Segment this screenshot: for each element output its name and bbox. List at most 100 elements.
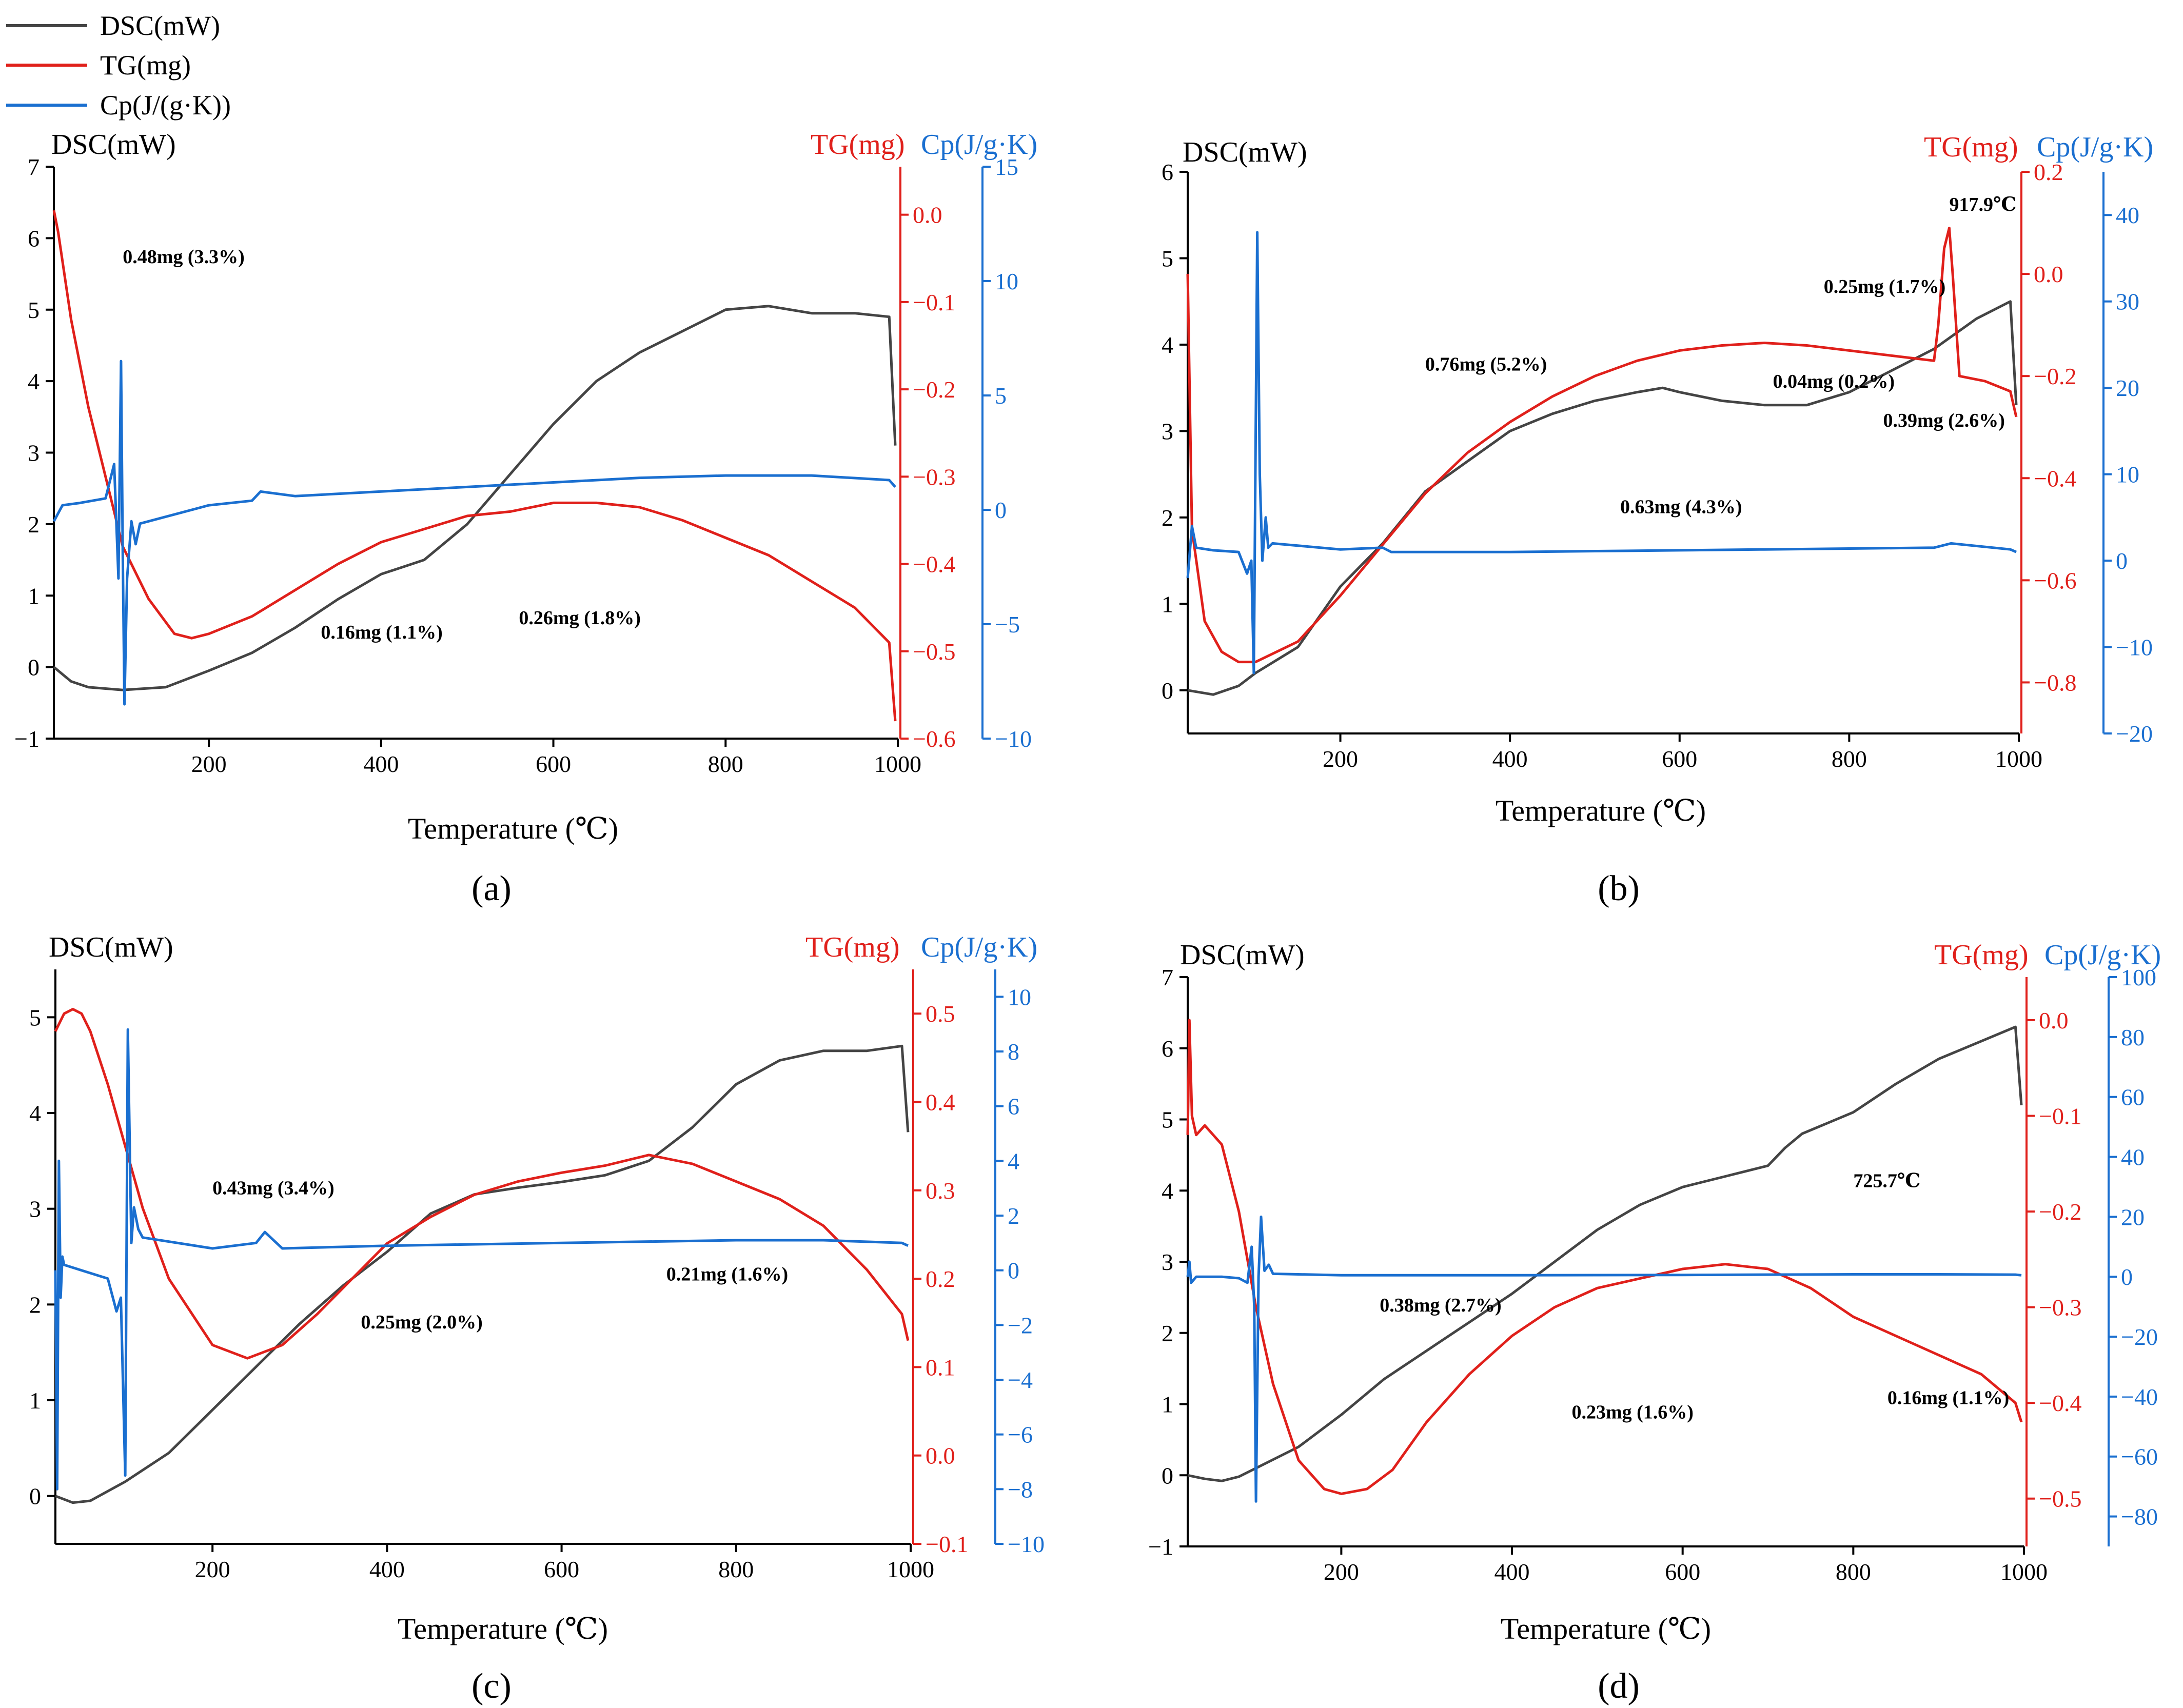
panel-d-ytick-label: 5 <box>1162 1107 1173 1133</box>
panel-c-tg-tick-label: 0.3 <box>926 1178 955 1204</box>
panel-d-annotation: 0.23mg (1.6%) <box>1571 1401 1693 1423</box>
panel-d-ytick-label: 1 <box>1162 1392 1173 1418</box>
panel-c-cp-tick-label: −6 <box>1008 1422 1033 1448</box>
panel-a-annotation: 0.16mg (1.1%) <box>321 622 442 643</box>
panel-d-annotation: 0.16mg (1.1%) <box>1887 1387 2009 1409</box>
panel-c-xtick-label: 400 <box>369 1556 405 1582</box>
panel-b-cp-tick-label: 30 <box>2116 289 2139 315</box>
panel-a-xtick-label: 200 <box>191 751 227 777</box>
legend-label-cp: Cp(J/(g·K)) <box>100 90 231 121</box>
panel-c-ytick-label: 0 <box>29 1483 41 1510</box>
panel-a-ytick-label: 3 <box>28 440 40 466</box>
panel-d-cp-tick-label: −20 <box>2121 1324 2158 1350</box>
panel-a-xlabel: Temperature (℃) <box>408 812 618 845</box>
panel-d-ytick-label: 7 <box>1162 964 1173 990</box>
panel-c-y3label: Cp(J/g·K) <box>921 931 1037 963</box>
panel-d-cp-tick-label: 60 <box>2121 1084 2145 1110</box>
panel-c-cp-tick-label: −4 <box>1008 1367 1033 1393</box>
panel-c-tg-tick-label: −0.1 <box>926 1531 968 1557</box>
panel-d-xtick-label: 1000 <box>2000 1559 2048 1585</box>
panel-b-tg-tick-label: 0.2 <box>2034 159 2063 185</box>
panel-c-cp-tick-label: 6 <box>1008 1094 1019 1120</box>
panel-c-ytick-label: 1 <box>29 1387 41 1414</box>
panel-d-tg-tick-label: −0.5 <box>2039 1486 2081 1512</box>
legend-label-dsc: DSC(mW) <box>100 10 220 41</box>
panel-b-ylabel: DSC(mW) <box>1183 136 1307 168</box>
panel-a-tg-tick-label: −0.4 <box>913 551 955 578</box>
panel-c-xtick-label: 200 <box>195 1556 230 1582</box>
panel-c-ytick-label: 2 <box>29 1292 41 1318</box>
panel-b-tg-tick-label: 0.0 <box>2034 261 2063 287</box>
panel-d-tg-tick-label: −0.1 <box>2039 1103 2081 1129</box>
panel-b-ytick-label: 5 <box>1162 245 1173 271</box>
panel-c-cp-tick-label: 0 <box>1008 1258 1019 1284</box>
panel-b-annotation: 0.25mg (1.7%) <box>1824 276 1945 297</box>
panel-a-xtick-label: 800 <box>708 751 743 777</box>
panel-b-dsc-line <box>1187 300 2018 696</box>
panel-a-tg-tick-label: −0.6 <box>913 726 955 752</box>
panel-a-cp-tick-label: −5 <box>995 611 1020 638</box>
panel-d-xtick-label: 400 <box>1494 1559 1530 1585</box>
panel-d-tg-line <box>1186 1019 2023 1495</box>
panel-c-cp-tick-label: 2 <box>1008 1203 1019 1229</box>
panel-b-xtick-label: 800 <box>1832 746 1867 772</box>
panel-b-annotation: 0.04mg (0.2%) <box>1773 371 1895 392</box>
panel-b-label: (b) <box>1598 869 1640 908</box>
panel-a-ytick-label: 5 <box>28 297 40 323</box>
panel-b-annotation: 917.9℃ <box>1949 194 2016 215</box>
panel-d-cp-tick-label: −40 <box>2121 1384 2158 1410</box>
panel-a-xtick-label: 1000 <box>874 751 921 777</box>
panel-a-tg-tick-label: −0.1 <box>913 289 955 315</box>
panel-c-cp-tick-label: −2 <box>1008 1312 1033 1338</box>
panel-b-tg-tick-label: −0.6 <box>2034 567 2076 593</box>
panel-c-annotation: 0.25mg (2.0%) <box>361 1312 482 1333</box>
panel-a-ytick-label: 1 <box>28 583 40 609</box>
panel-b-annotation: 0.76mg (5.2%) <box>1425 353 1547 375</box>
panel-b-cp-tick-label: −10 <box>2116 634 2153 661</box>
panel-c-y2label: TG(mg) <box>805 931 900 963</box>
panel-d-ytick-label: 6 <box>1162 1036 1173 1062</box>
panel-a-tg-tick-label: 0.0 <box>913 202 942 228</box>
panel-b-cp-tick-label: 10 <box>2116 462 2139 488</box>
panel-a: DSC(mW) TG(mg) Cp(J/g·K) Temperature (℃)… <box>14 129 1037 908</box>
panel-b-ytick-label: 3 <box>1162 418 1173 444</box>
panel-b-cp-tick-label: 0 <box>2116 548 2128 574</box>
panel-c: DSC(mW) TG(mg) Cp(J/g·K) Temperature (℃)… <box>29 931 1045 1706</box>
panel-c-ylabel: DSC(mW) <box>49 931 173 963</box>
panel-c-xlabel: Temperature (℃) <box>398 1612 608 1645</box>
panel-a-y3label: Cp(J/g·K) <box>921 129 1037 161</box>
panel-a-tg-tick-label: −0.3 <box>913 464 955 490</box>
panel-c-annotation: 0.21mg (1.6%) <box>666 1264 788 1285</box>
panel-c-cp-tick-label: −8 <box>1008 1476 1033 1502</box>
panel-d-label: (d) <box>1598 1666 1640 1706</box>
panel-a-ytick-label: 6 <box>28 225 40 251</box>
panel-a-dsc-line <box>53 305 897 691</box>
panel-d-cp-tick-label: 20 <box>2121 1204 2145 1230</box>
panel-d-cp-line <box>1186 1215 2022 1503</box>
panel-b-xtick-label: 600 <box>1662 746 1697 772</box>
panel-a-annotation: 0.26mg (1.8%) <box>519 607 640 629</box>
panel-b-ytick-label: 1 <box>1162 591 1173 617</box>
panel-d-tg-tick-label: −0.4 <box>2039 1390 2081 1416</box>
panel-a-ylabel: DSC(mW) <box>51 129 176 161</box>
panel-b-tg-tick-label: −0.8 <box>2034 669 2076 696</box>
panel-c-annotation: 0.43mg (3.4%) <box>212 1178 334 1199</box>
panel-a-tg-tick-label: −0.5 <box>913 639 955 665</box>
panel-b-xtick-label: 1000 <box>1995 746 2042 772</box>
panel-d-cp-tick-label: 100 <box>2121 964 2156 990</box>
panel-d-y2label: TG(mg) <box>1934 939 2029 971</box>
panel-d-annotation: 0.38mg (2.7%) <box>1380 1295 1501 1316</box>
panel-b-xtick-label: 200 <box>1323 746 1358 772</box>
panel-a-ytick-label: 2 <box>28 511 40 538</box>
panel-a-cp-tick-label: 15 <box>995 154 1018 180</box>
panel-c-cp-tick-label: 4 <box>1008 1148 1019 1174</box>
panel-b-y3label: Cp(J/g·K) <box>2037 131 2153 163</box>
panel-d-tg-tick-label: 0.0 <box>2039 1007 2069 1034</box>
panel-a-ytick-label: 7 <box>28 154 40 180</box>
panel-c-cp-tick-label: 10 <box>1008 984 1031 1010</box>
panel-c-cp-line <box>54 1028 909 1491</box>
panel-b-xtick-label: 400 <box>1492 746 1528 772</box>
panel-c-xtick-label: 800 <box>718 1556 754 1582</box>
panel-a-tg-line <box>52 210 897 722</box>
